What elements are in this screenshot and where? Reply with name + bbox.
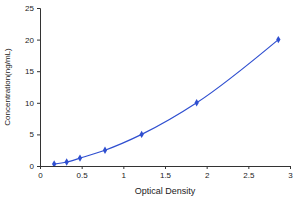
line xyxy=(54,40,278,164)
y-tick: 0 xyxy=(30,162,40,171)
y-tick: 10 xyxy=(25,99,40,108)
point xyxy=(140,131,144,138)
y-tick-label: 10 xyxy=(25,99,34,108)
x-tick-mark xyxy=(207,166,208,169)
marks xyxy=(52,36,280,166)
y-axis: 0 5 10 15 20 25 xyxy=(25,4,40,171)
x-tick-label: 0 xyxy=(38,171,43,180)
chart: 0 0.5 1 1.5 2 2.5 3 0 5 10 15 20 25 Optical Density Co… xyxy=(0,0,300,200)
point xyxy=(103,146,107,153)
x-tick-label: 0.5 xyxy=(77,171,89,180)
x-tick-label: 2.5 xyxy=(243,171,255,180)
point xyxy=(65,158,69,165)
y-tick-label: 15 xyxy=(25,67,34,76)
x-axis-title: Optical Density xyxy=(135,186,196,196)
point xyxy=(52,160,56,166)
y-tick-mark xyxy=(37,166,40,167)
x-tick-mark xyxy=(165,166,166,169)
x-axis-line xyxy=(41,167,291,170)
y-tick-mark xyxy=(37,40,40,41)
x-tick: 1.5 xyxy=(160,166,172,180)
point xyxy=(276,36,280,43)
y-tick-mark xyxy=(37,134,40,135)
plot: 0 0.5 1 1.5 2 2.5 3 0 5 10 15 20 25 xyxy=(25,4,293,180)
y-tick-mark xyxy=(37,103,40,104)
point xyxy=(195,99,199,106)
y-axis-line xyxy=(37,9,41,167)
y-tick-label: 5 xyxy=(30,130,35,139)
x-tick-label: 1.5 xyxy=(160,171,172,180)
y-tick-mark xyxy=(37,71,40,72)
x-tick: 2.5 xyxy=(243,166,255,180)
y-tick-label: 25 xyxy=(25,4,34,13)
y-tick: 25 xyxy=(25,4,40,13)
y-tick-mark xyxy=(37,8,40,9)
x-tick-mark xyxy=(290,166,291,169)
x-axis: 0 0.5 1 1.5 2 2.5 3 xyxy=(38,166,293,180)
x-tick-mark xyxy=(248,166,249,169)
x-tick: 2 xyxy=(205,166,210,180)
x-tick-label: 2 xyxy=(205,171,210,180)
y-axis-title: Concentration(ng/mL) xyxy=(3,48,12,126)
point xyxy=(78,154,82,161)
x-tick: 0 xyxy=(38,166,43,180)
x-tick-label: 3 xyxy=(288,171,293,180)
y-tick-label: 0 xyxy=(30,162,35,171)
x-tick-mark xyxy=(123,166,124,169)
y-tick: 5 xyxy=(30,130,40,139)
x-tick-mark xyxy=(82,166,83,169)
y-tick-label: 20 xyxy=(25,36,34,45)
x-tick-label: 1 xyxy=(122,171,127,180)
x-tick: 1 xyxy=(122,166,127,180)
x-tick: 0.5 xyxy=(77,166,89,180)
y-tick: 15 xyxy=(25,67,40,76)
y-tick: 20 xyxy=(25,36,40,45)
x-tick: 3 xyxy=(288,166,293,180)
